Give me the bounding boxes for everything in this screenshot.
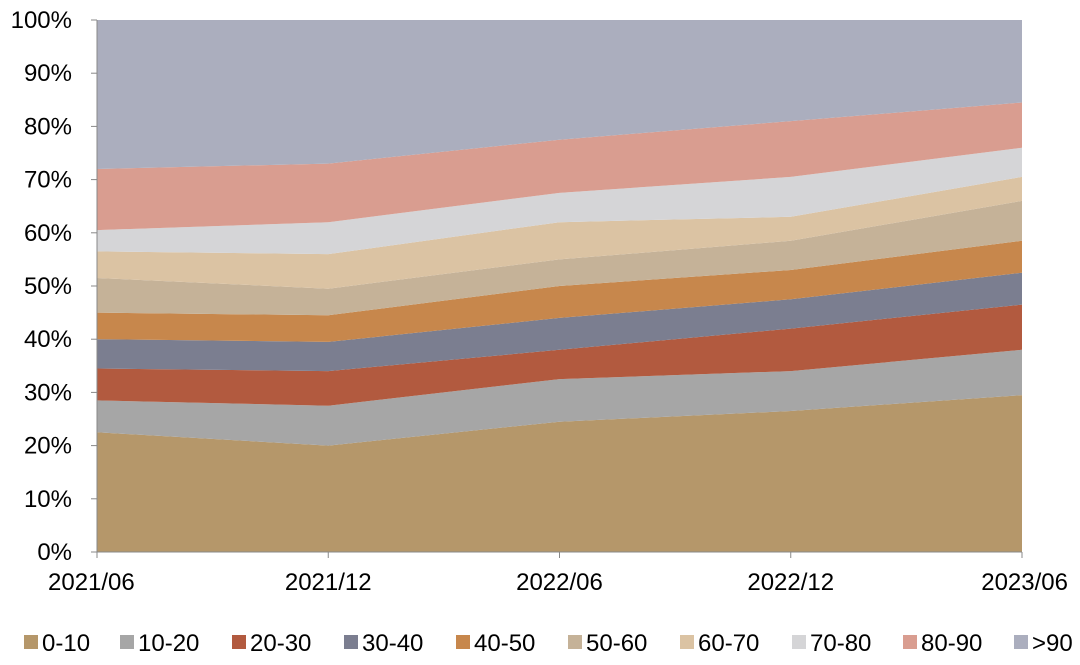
legend-label: >90 (1032, 630, 1073, 657)
y-tick-label: 90% (24, 60, 72, 87)
legend-swatch (120, 635, 134, 649)
y-tick-label: 50% (24, 273, 72, 300)
legend-label: 70-80 (810, 630, 871, 657)
area-series-0 (97, 395, 1022, 552)
area-series-5 (97, 200, 1022, 316)
x-tick-label: 2022/12 (747, 569, 834, 596)
legend-label: 80-90 (921, 630, 982, 657)
y-tick-label: 20% (24, 433, 72, 460)
area-series-6 (97, 176, 1022, 289)
legend-label: 40-50 (474, 630, 535, 657)
area-series-9 (97, 20, 1022, 169)
legend-item-2: 20-30 (232, 630, 311, 657)
area-layers (97, 20, 1022, 552)
legend-item-6: 60-70 (680, 630, 759, 657)
legend-item-8: 80-90 (903, 630, 982, 657)
legend-swatch (24, 635, 38, 649)
legend-swatch (232, 635, 246, 649)
legend-item-3: 30-40 (344, 630, 423, 657)
legend-label: 30-40 (362, 630, 423, 657)
legend-item-7: 70-80 (792, 630, 871, 657)
legend-item-9: >90 (1014, 630, 1073, 657)
legend-label: 0-10 (42, 630, 90, 657)
y-tick-label: 0% (37, 539, 72, 566)
area-series-1 (97, 349, 1022, 446)
legend-label: 10-20 (138, 630, 199, 657)
legend-item-4: 40-50 (456, 630, 535, 657)
y-tick-label: 10% (24, 486, 72, 513)
legend-swatch (680, 635, 694, 649)
legend-swatch (568, 635, 582, 649)
legend-swatch (456, 635, 470, 649)
legend-item-5: 50-60 (568, 630, 647, 657)
area-series-2 (97, 304, 1022, 406)
x-tick-label: 2021/06 (48, 569, 135, 596)
y-tick-label: 80% (24, 113, 72, 140)
y-tick-label: 100% (11, 7, 72, 34)
y-tick-label: 70% (24, 167, 72, 194)
legend-swatch (1014, 635, 1028, 649)
x-tick-label: 2023/06 (981, 569, 1068, 596)
legend-label: 50-60 (586, 630, 647, 657)
legend-swatch (792, 635, 806, 649)
legend: 0-10 10-20 20-30 30-40 40-50 50-60 60-70 70-80 8… (24, 630, 1073, 657)
x-axis-ticks: 2021/06 2021/12 2022/06 2022/12 2023/06 (48, 552, 1068, 596)
y-tick-label: 60% (24, 220, 72, 247)
legend-item-0: 0-10 (24, 630, 90, 657)
area-series-4 (97, 240, 1022, 342)
legend-item-1: 10-20 (120, 630, 199, 657)
legend-swatch (903, 635, 917, 649)
legend-swatch (344, 635, 358, 649)
legend-label: 20-30 (250, 630, 311, 657)
x-tick-label: 2022/06 (516, 569, 603, 596)
y-tick-label: 40% (24, 326, 72, 353)
legend-label: 60-70 (698, 630, 759, 657)
y-axis-ticks: 0% 10% 20% 30% 40% 50% 60% 70% 80% 90% 100% (11, 7, 97, 566)
area-series-3 (97, 272, 1022, 372)
area-series-7 (97, 147, 1022, 255)
x-tick-label: 2021/12 (285, 569, 372, 596)
area-series-8 (97, 102, 1022, 231)
y-tick-label: 30% (24, 379, 72, 406)
